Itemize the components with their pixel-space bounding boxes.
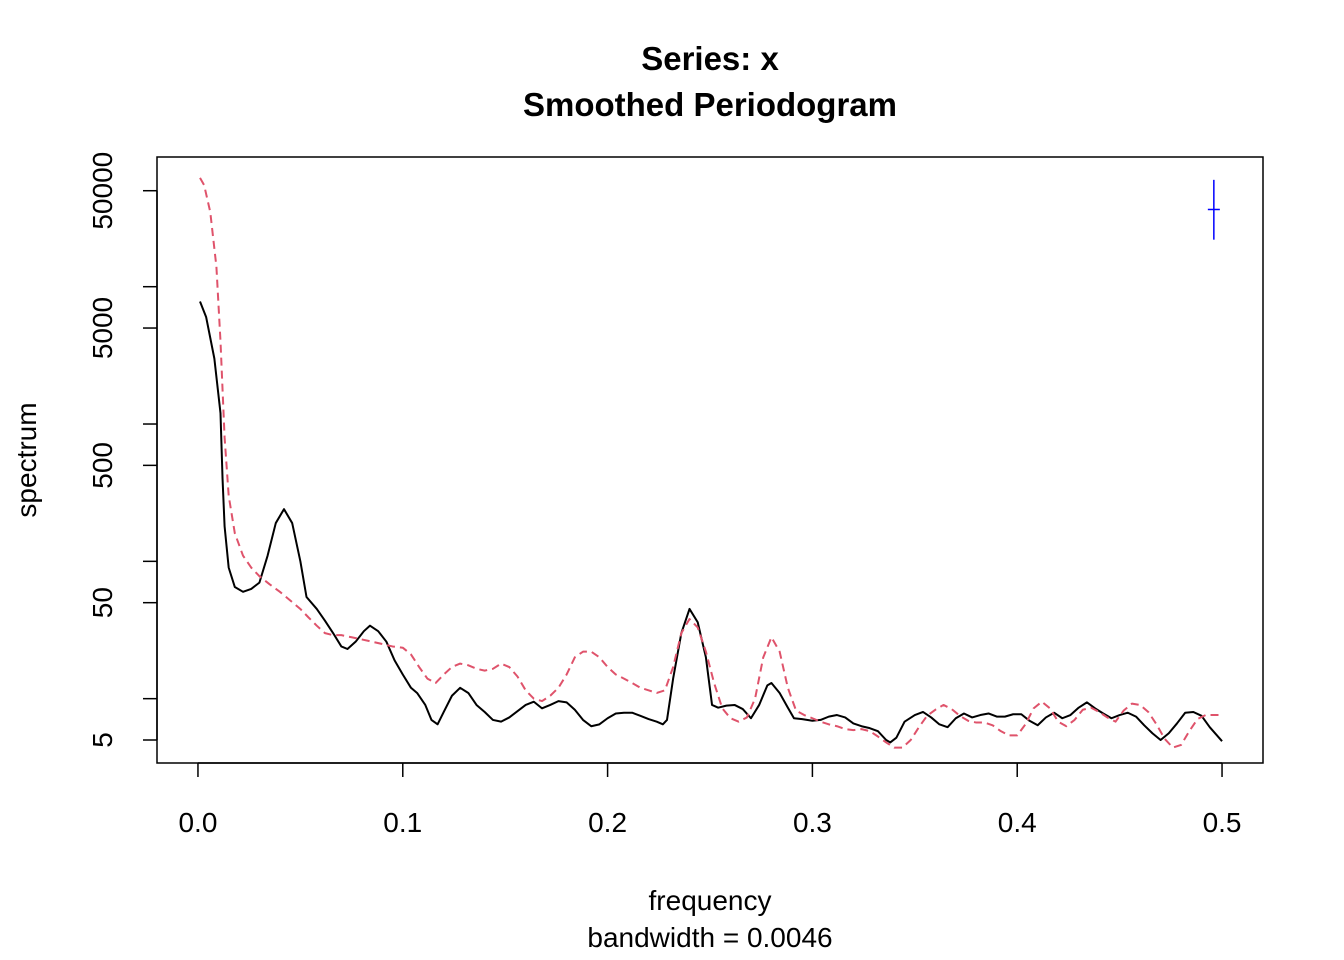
y-axis: 5 50 500 5000 50000 — [87, 152, 158, 748]
y-tick-label: 50 — [87, 587, 118, 618]
y-tick-label: 5 — [87, 732, 118, 748]
x-tick-label: 0.1 — [383, 807, 422, 838]
x-tick-label: 0.4 — [998, 807, 1037, 838]
chart-subtitle: Smoothed Periodogram — [523, 86, 897, 123]
x-axis: 0.0 0.1 0.2 0.3 0.4 0.5 — [178, 762, 1242, 838]
y-axis-label: spectrum — [11, 402, 42, 517]
plot-area-box — [156, 156, 1264, 764]
confidence-interval-marker — [1207, 179, 1220, 240]
y-tick-label: 50000 — [87, 152, 118, 230]
x-tick-label: 0.0 — [178, 807, 217, 838]
y-tick-label: 5000 — [87, 297, 118, 359]
x-tick-label: 0.3 — [793, 807, 832, 838]
series-line-1 — [199, 301, 1223, 744]
x-tick-label: 0.5 — [1203, 807, 1242, 838]
x-axis-sublabel: bandwidth = 0.0046 — [587, 922, 832, 953]
series-line-2 — [199, 177, 1223, 749]
y-tick-label: 500 — [87, 442, 118, 489]
x-tick-label: 0.2 — [588, 807, 627, 838]
x-axis-label: frequency — [649, 885, 772, 916]
series-layer — [199, 177, 1223, 749]
chart-title: Series: x — [641, 40, 779, 77]
